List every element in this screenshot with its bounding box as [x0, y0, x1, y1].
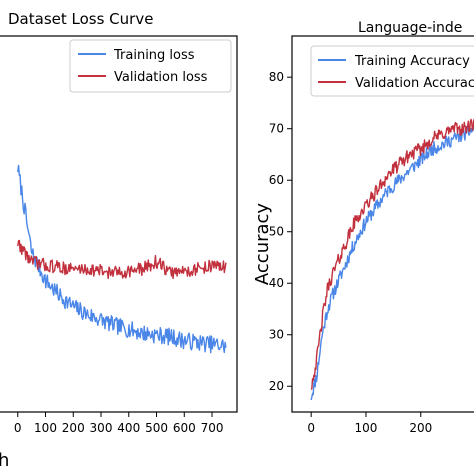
left-plot-frame: [0, 35, 238, 413]
right-y-tick-label: 20: [269, 379, 284, 393]
right-legend: Training Accuracy Validation Accuracy: [310, 45, 474, 97]
right-chart-title: Language-inde: [358, 20, 462, 36]
right-y-tick-label: 50: [269, 225, 284, 239]
right-y-tick-label: 40: [269, 276, 284, 290]
left-x-tick-label: 400: [117, 421, 140, 435]
right-curves: [310, 118, 474, 401]
right-series-training-line: [310, 125, 474, 401]
left-series-validation-line: [17, 239, 227, 280]
left-series-training-line: [17, 164, 227, 354]
right-y-tick-label: 60: [269, 173, 284, 187]
left-x-tick-label: 600: [173, 421, 196, 435]
left-chart: 0 100 200 300 400 500 600 700 Dataset Loss Curv…: [0, 10, 238, 471]
left-x-tick-label: 300: [90, 421, 113, 435]
legend-training-loss-label: Training loss: [113, 48, 195, 63]
left-chart-title: Dataset Loss Curve: [8, 10, 153, 28]
legend-training-accuracy-label: Training Accuracy: [354, 54, 470, 69]
right-series-validation-line: [310, 118, 474, 390]
right-x-ticks: 0 100 200: [307, 412, 432, 435]
left-x-tick-label: 200: [62, 421, 85, 435]
right-legend-box: [310, 45, 474, 97]
left-x-tick-label: 0: [14, 421, 22, 435]
right-chart: 0 100 200 20 30 40 50 60 70 80 Language-inde Acc…: [252, 20, 474, 435]
right-y-tick-label: 80: [269, 70, 284, 84]
right-x-tick-label: 200: [409, 421, 432, 435]
right-x-tick-label: 0: [307, 421, 315, 435]
left-x-tick-label: 500: [145, 421, 168, 435]
left-x-tick-label: 700: [201, 421, 224, 435]
legend-validation-loss-label: Validation loss: [114, 70, 208, 85]
right-y-ticks: 20 30 40 50 60 70 80: [269, 70, 292, 393]
legend-validation-accuracy-label: Validation Accuracy: [355, 76, 474, 91]
right-plot-frame: [291, 35, 474, 413]
left-curves: [17, 164, 227, 354]
right-y-tick-label: 30: [269, 328, 284, 342]
left-x-tick-label: 100: [34, 421, 57, 435]
left-legend: Training loss Validation loss: [69, 39, 232, 93]
left-legend-box: [69, 39, 232, 93]
right-y-tick-label: 70: [269, 122, 284, 136]
right-x-tick-label: 100: [355, 421, 378, 435]
left-x-ticks: 0 100 200 300 400 500 600 700: [14, 412, 224, 435]
right-y-axis-label: Accuracy: [252, 203, 273, 286]
left-x-axis-label: h: [0, 450, 9, 471]
